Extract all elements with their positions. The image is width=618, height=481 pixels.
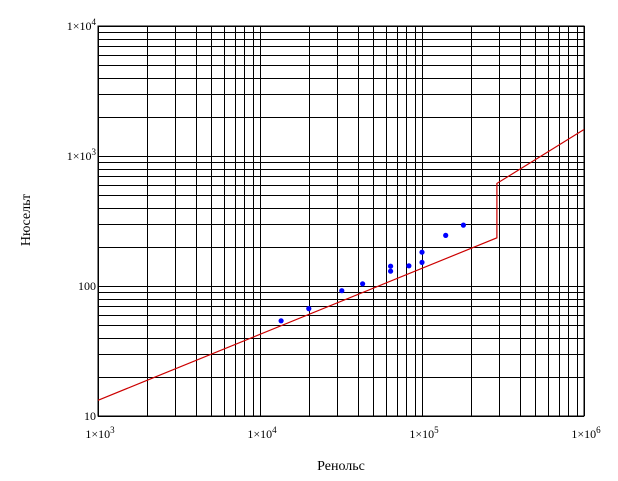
data-point bbox=[419, 259, 425, 265]
tick-labels: 1×103 1×104 1×105 1×106 10 100 1×103 1×104 bbox=[67, 17, 601, 441]
y-tick-label: 1×103 bbox=[67, 147, 97, 163]
data-point bbox=[443, 232, 449, 238]
data-point bbox=[460, 222, 466, 228]
data-point bbox=[339, 288, 345, 294]
y-axis-label: Нюсельт bbox=[19, 194, 34, 246]
model-line bbox=[97, 128, 585, 401]
data-point bbox=[306, 306, 312, 312]
data-point bbox=[388, 263, 394, 269]
data-point bbox=[360, 281, 366, 287]
y-tick-label: 1×104 bbox=[67, 17, 97, 33]
x-axis-label: Ренольс bbox=[317, 459, 365, 474]
x-tick-label: 1×103 bbox=[85, 425, 115, 441]
data-point bbox=[419, 249, 425, 255]
chart-grid bbox=[98, 26, 585, 417]
x-tick-label: 1×105 bbox=[409, 425, 439, 441]
data-point bbox=[278, 318, 284, 324]
y-tick-label: 10 bbox=[84, 409, 96, 423]
plot-frame bbox=[97, 25, 585, 417]
y-tick-label: 100 bbox=[78, 279, 96, 293]
x-tick-label: 1×104 bbox=[247, 425, 277, 441]
data-point bbox=[388, 268, 394, 274]
data-point bbox=[406, 263, 412, 269]
x-tick-label: 1×106 bbox=[571, 425, 601, 441]
chart-series bbox=[97, 128, 585, 401]
